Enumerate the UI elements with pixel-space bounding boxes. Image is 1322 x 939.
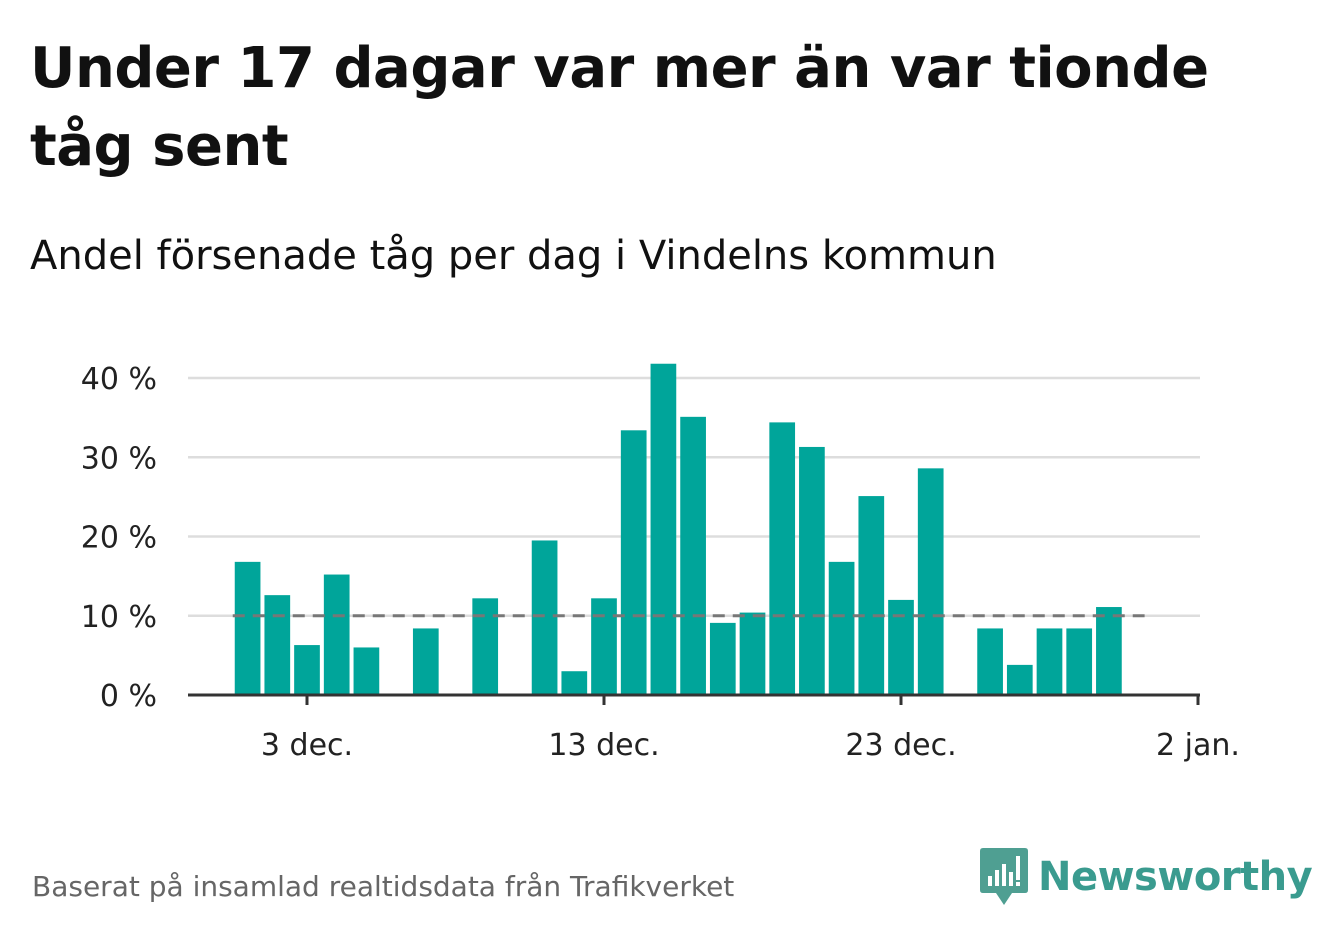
y-tick-label: 20 %: [81, 521, 157, 556]
chart-subtitle: Andel försenade tåg per dag i Vindelns k…: [30, 233, 997, 279]
bar: [591, 598, 617, 695]
axes: [188, 693, 1200, 705]
bar: [294, 645, 320, 695]
bar: [828, 561, 855, 695]
x-tick-label: 13 dec.: [548, 728, 659, 763]
x-tick-label: 2 jan.: [1156, 728, 1240, 763]
bar: [680, 416, 706, 695]
bar: [977, 628, 1003, 695]
source-note: Baserat på insamlad realtidsdata från Tr…: [32, 870, 735, 903]
bar: [858, 496, 885, 695]
newsworthy-logo: Newsworthy: [980, 848, 1313, 906]
bar: [561, 671, 588, 695]
x-tick-label: 3 dec.: [261, 728, 353, 763]
y-tick-label: 40 %: [81, 362, 157, 397]
bar: [1066, 628, 1093, 695]
bar: [799, 446, 825, 695]
bar-chart: 0 % 10 % 20 % 30 % 40 % 3 dec. 13 dec. 23 dec. 2…: [81, 362, 1240, 763]
bar: [888, 599, 914, 695]
tick-labels: 0 % 10 % 20 % 30 % 40 % 3 dec. 13 dec. 23 dec. 2…: [81, 362, 1240, 763]
bar: [323, 574, 350, 695]
bar: [353, 647, 380, 695]
bar: [412, 628, 439, 695]
bar: [531, 540, 558, 695]
bar: [739, 612, 766, 695]
bar: [650, 363, 677, 695]
bar: [1006, 664, 1033, 695]
bar: [917, 468, 944, 695]
brand-name: Newsworthy: [1038, 854, 1313, 900]
bar: [264, 595, 291, 695]
bars: [234, 363, 1122, 695]
y-tick-label: 10 %: [81, 600, 157, 635]
bar: [769, 422, 796, 695]
y-tick-label: 0 %: [100, 679, 157, 714]
y-tick-label: 30 %: [81, 441, 157, 476]
bar: [1096, 607, 1122, 695]
bar: [709, 622, 736, 695]
chart-title: Under 17 dagar var mer än var tionde tåg…: [30, 36, 1209, 179]
bar: [1036, 628, 1063, 695]
x-tick-label: 23 dec.: [845, 728, 956, 763]
bar: [472, 598, 499, 695]
bar: [620, 430, 647, 695]
bar-chart-speech-bubble-icon: [980, 848, 1028, 905]
bar: [234, 561, 261, 695]
